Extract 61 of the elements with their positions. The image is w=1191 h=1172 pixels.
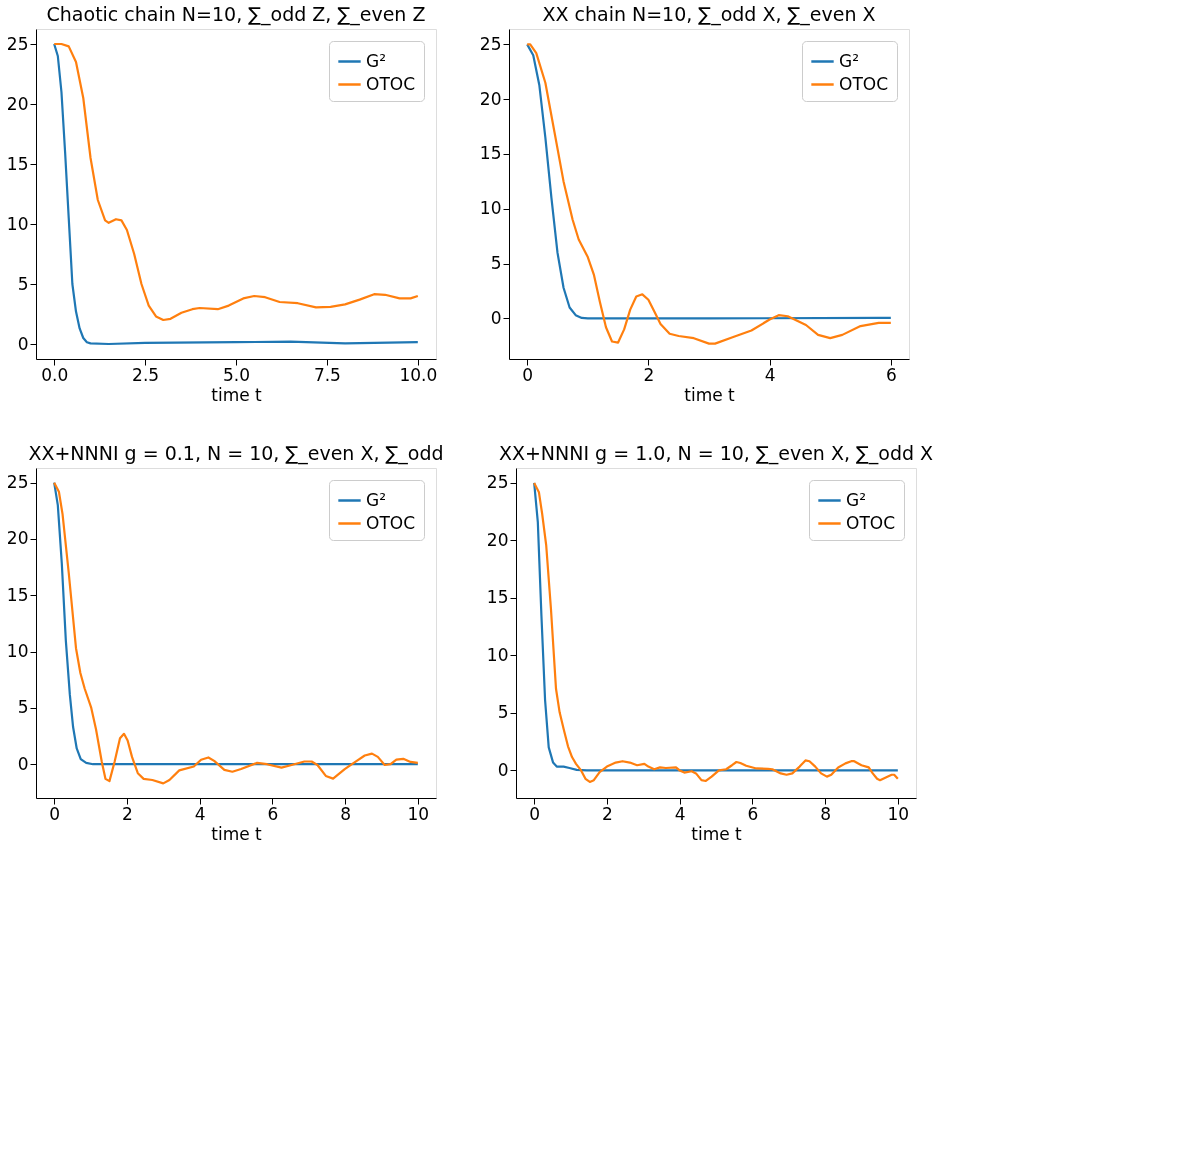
y-tick-label: 5 — [490, 253, 502, 274]
y-tick-label: 0 — [497, 759, 509, 780]
y-tick-label: 15 — [486, 587, 509, 608]
y-tick-label: 5 — [17, 273, 29, 294]
y-tick-label: 25 — [486, 472, 509, 493]
y-tick-label: 20 — [6, 528, 29, 549]
x-tick-label: 2 — [601, 803, 613, 824]
legend-label: G² — [839, 50, 859, 71]
y-tick-label: 15 — [6, 584, 29, 605]
x-tick-label: 10 — [407, 803, 430, 824]
x-tick-label: 5.0 — [222, 364, 251, 385]
x-tick-label: 0 — [49, 803, 61, 824]
y-tick-label: 10 — [6, 641, 29, 662]
y-tick-label: 0 — [490, 307, 502, 328]
x-tick-label: 10.0 — [399, 364, 438, 385]
y-tick-label: 25 — [6, 33, 29, 54]
x-axis-title: time t — [211, 823, 263, 844]
y-tick-label: 5 — [497, 702, 509, 723]
legend-label: G² — [366, 50, 386, 71]
x-tick-label: 4 — [674, 803, 686, 824]
x-tick-label: 4 — [764, 364, 776, 385]
x-tick-label: 10 — [887, 803, 910, 824]
y-tick-label: 15 — [479, 143, 502, 164]
y-tick-label: 20 — [486, 529, 509, 550]
y-tick-label: 20 — [479, 88, 502, 109]
y-tick-label: 20 — [6, 93, 29, 114]
x-tick-label: 7.5 — [313, 364, 341, 385]
y-tick-label: 5 — [17, 697, 29, 718]
x-tick-label: 6 — [747, 803, 759, 824]
legend-label: OTOC — [366, 73, 416, 94]
x-tick-label: 6 — [267, 803, 279, 824]
x-tick-label: 2 — [643, 364, 655, 385]
y-tick-label: 25 — [6, 472, 29, 493]
x-tick-label: 2 — [122, 803, 133, 824]
y-tick-label: 0 — [17, 333, 29, 354]
x-tick-label: 0.0 — [41, 364, 69, 385]
x-axis-title: time t — [691, 823, 743, 844]
chart-title: XX+NNNI g = 1.0, N = 10, ∑_even X, ∑_odd X — [498, 442, 934, 465]
x-tick-label: 4 — [194, 803, 206, 824]
legend-label: OTOC — [366, 512, 416, 533]
chart-title: XX chain N=10, ∑_odd X, ∑_even X — [542, 3, 876, 26]
x-tick-label: 2.5 — [132, 364, 160, 385]
y-tick-label: 15 — [6, 153, 29, 174]
y-tick-label: 10 — [486, 644, 509, 665]
x-tick-label: 0 — [529, 803, 541, 824]
chart-title: Chaotic chain N=10, ∑_odd Z, ∑_even Z — [46, 3, 426, 26]
legend-label: G² — [846, 489, 866, 510]
y-tick-label: 0 — [17, 753, 29, 774]
x-axis-title: time t — [211, 384, 263, 405]
chart-title: XX+NNNI g = 0.1, N = 10, ∑_even X, ∑_odd — [28, 442, 444, 465]
x-tick-label: 8 — [340, 803, 351, 824]
y-tick-label: 10 — [6, 213, 29, 234]
x-axis-title: time t — [684, 384, 736, 405]
legend-label: OTOC — [846, 512, 896, 533]
y-tick-label: 10 — [479, 198, 502, 219]
x-tick-label: 6 — [885, 364, 897, 385]
legend-label: OTOC — [839, 73, 889, 94]
x-tick-label: 0 — [522, 364, 534, 385]
legend-label: G² — [366, 489, 386, 510]
y-tick-label: 25 — [479, 33, 502, 54]
x-tick-label: 8 — [820, 803, 832, 824]
